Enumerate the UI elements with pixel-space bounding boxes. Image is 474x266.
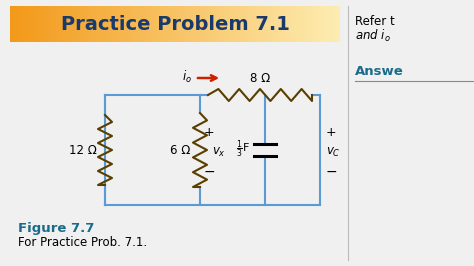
- Bar: [121, 6, 126, 42]
- Bar: [274, 6, 279, 42]
- Bar: [204, 6, 209, 42]
- Bar: [92, 6, 97, 42]
- Bar: [257, 6, 262, 42]
- Bar: [200, 6, 204, 42]
- Bar: [241, 6, 246, 42]
- Text: Practice Problem 7.1: Practice Problem 7.1: [61, 15, 290, 34]
- Bar: [183, 6, 188, 42]
- Bar: [328, 6, 332, 42]
- Bar: [80, 6, 85, 42]
- Text: $i_o$: $i_o$: [182, 69, 192, 85]
- Bar: [220, 6, 225, 42]
- Bar: [27, 6, 31, 42]
- Bar: [101, 6, 105, 42]
- Bar: [39, 6, 44, 42]
- Text: Answe: Answe: [355, 65, 404, 78]
- Bar: [245, 6, 250, 42]
- Bar: [311, 6, 316, 42]
- Bar: [105, 6, 109, 42]
- Text: −: −: [203, 165, 215, 179]
- Bar: [138, 6, 143, 42]
- Bar: [191, 6, 196, 42]
- Bar: [150, 6, 155, 42]
- Bar: [212, 6, 217, 42]
- Bar: [299, 6, 303, 42]
- Bar: [323, 6, 328, 42]
- Bar: [55, 6, 60, 42]
- Bar: [175, 6, 180, 42]
- Bar: [270, 6, 274, 42]
- Bar: [262, 6, 266, 42]
- Bar: [72, 6, 76, 42]
- Text: 8 Ω: 8 Ω: [250, 72, 270, 85]
- Bar: [282, 6, 287, 42]
- Bar: [336, 6, 340, 42]
- Text: $v_x$: $v_x$: [212, 146, 226, 159]
- Bar: [187, 6, 192, 42]
- Bar: [237, 6, 241, 42]
- Bar: [163, 6, 167, 42]
- Text: $\frac{1}{3}$F: $\frac{1}{3}$F: [236, 138, 250, 160]
- Bar: [97, 6, 101, 42]
- Text: Figure 7.7: Figure 7.7: [18, 222, 94, 235]
- Bar: [129, 6, 134, 42]
- Bar: [228, 6, 233, 42]
- Bar: [249, 6, 254, 42]
- Bar: [68, 6, 73, 42]
- Text: 12 Ω: 12 Ω: [69, 143, 97, 156]
- Bar: [319, 6, 324, 42]
- Bar: [14, 6, 19, 42]
- Bar: [142, 6, 146, 42]
- Text: 6 Ω: 6 Ω: [170, 143, 190, 156]
- Bar: [18, 6, 23, 42]
- Bar: [295, 6, 299, 42]
- Bar: [146, 6, 151, 42]
- Bar: [303, 6, 308, 42]
- Bar: [158, 6, 163, 42]
- Bar: [196, 6, 200, 42]
- Bar: [179, 6, 184, 42]
- Bar: [155, 6, 159, 42]
- Text: For Practice Prob. 7.1.: For Practice Prob. 7.1.: [18, 236, 147, 249]
- Text: and $i_o$: and $i_o$: [355, 28, 391, 44]
- Bar: [167, 6, 172, 42]
- Bar: [291, 6, 295, 42]
- Bar: [171, 6, 175, 42]
- Bar: [134, 6, 138, 42]
- Bar: [35, 6, 39, 42]
- Bar: [225, 6, 229, 42]
- Bar: [117, 6, 122, 42]
- Bar: [88, 6, 93, 42]
- Bar: [47, 6, 52, 42]
- Bar: [126, 6, 130, 42]
- Bar: [278, 6, 283, 42]
- Bar: [31, 6, 35, 42]
- Bar: [307, 6, 311, 42]
- Text: +: +: [326, 126, 337, 139]
- Bar: [51, 6, 56, 42]
- Bar: [109, 6, 114, 42]
- Bar: [43, 6, 47, 42]
- Bar: [315, 6, 320, 42]
- Bar: [286, 6, 291, 42]
- Text: Refer t: Refer t: [355, 15, 395, 28]
- Bar: [84, 6, 89, 42]
- Bar: [208, 6, 213, 42]
- Bar: [76, 6, 81, 42]
- Bar: [233, 6, 237, 42]
- Text: $v_C$: $v_C$: [326, 146, 341, 159]
- Bar: [332, 6, 337, 42]
- Bar: [266, 6, 270, 42]
- Bar: [64, 6, 68, 42]
- Bar: [113, 6, 118, 42]
- Bar: [216, 6, 221, 42]
- Bar: [22, 6, 27, 42]
- Bar: [254, 6, 258, 42]
- Bar: [60, 6, 64, 42]
- Text: +: +: [204, 126, 214, 139]
- Text: −: −: [326, 165, 337, 179]
- Bar: [10, 6, 15, 42]
